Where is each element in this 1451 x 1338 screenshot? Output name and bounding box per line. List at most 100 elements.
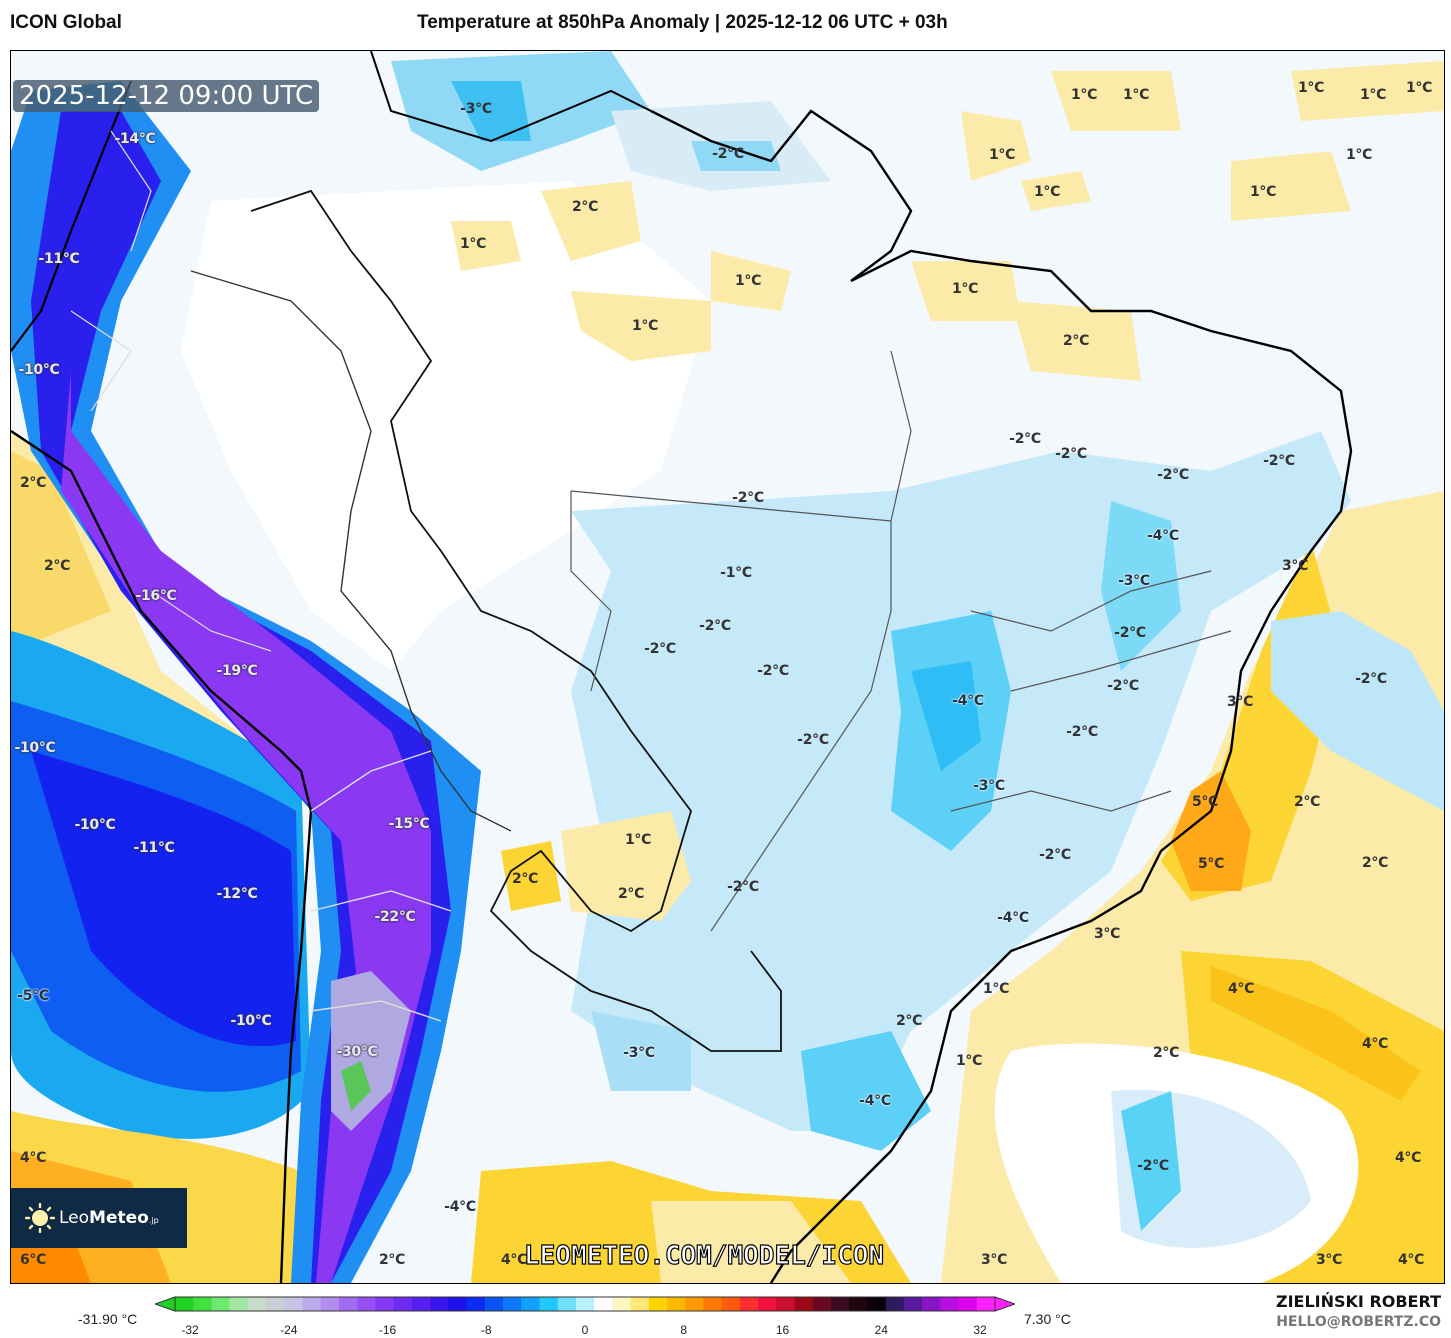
contour-label: -3°C	[973, 778, 1005, 794]
contour-label: -15°C	[388, 816, 430, 832]
contour-label: -1°C	[720, 565, 752, 581]
contour-label: 2°C	[19, 475, 47, 491]
contour-label: -2°C	[1039, 847, 1071, 863]
contour-label: 2°C	[43, 558, 71, 574]
colorbar-tick: -32	[181, 1323, 199, 1337]
contour-label: -2°C	[1107, 678, 1139, 694]
contour-label: 3°C	[1226, 694, 1254, 710]
valid-time-badge: 2025-12-12 09:00 UTC	[13, 80, 320, 112]
contour-label: -2°C	[757, 663, 789, 679]
contour-label: 2°C	[1361, 855, 1389, 871]
contour-label: -3°C	[1118, 573, 1150, 589]
contour-label: 1°C	[1070, 87, 1098, 103]
contour-label: 3°C	[1093, 926, 1121, 942]
contour-label: 2°C	[378, 1252, 406, 1268]
colorbar-tick: -8	[480, 1323, 492, 1337]
contour-label: -12°C	[216, 886, 258, 902]
contour-label: -2°C	[1263, 453, 1295, 469]
contour-label: -19°C	[216, 663, 258, 679]
contour-label: -2°C	[644, 641, 676, 657]
contour-label: -4°C	[444, 1199, 476, 1215]
contour-label: -10°C	[14, 740, 56, 756]
contour-label: 3°C	[1315, 1252, 1343, 1268]
contour-label: -2°C	[699, 618, 731, 634]
colorbar-tick: 32	[973, 1323, 987, 1337]
leometeo-logo: LeoMeteo.jp	[11, 1188, 187, 1248]
contour-label: -2°C	[1066, 724, 1098, 740]
contour-label: -16°C	[135, 588, 177, 604]
contour-label: -3°C	[460, 101, 492, 117]
contour-label: -10°C	[230, 1013, 272, 1029]
contour-label: -22°C	[374, 909, 416, 925]
contour-label: -2°C	[1355, 671, 1387, 687]
contour-label: 2°C	[617, 886, 645, 902]
contour-label: 1°C	[734, 273, 762, 289]
contour-label: 2°C	[511, 871, 539, 887]
contour-label: -4°C	[952, 693, 984, 709]
contour-label: -2°C	[1137, 1158, 1169, 1174]
author-email: HELLO@ROBERTZ.CO	[1276, 1314, 1441, 1330]
contour-label: -2°C	[797, 732, 829, 748]
contour-label: 2°C	[571, 199, 599, 215]
contour-label: -4°C	[1147, 528, 1179, 544]
contour-label: 1°C	[955, 1053, 983, 1069]
contour-label: -4°C	[859, 1093, 891, 1109]
contour-label: 2°C	[1293, 794, 1321, 810]
colorbar-tick: 8	[680, 1323, 688, 1337]
contour-label: -5°C	[17, 988, 49, 1004]
contour-label: 4°C	[1394, 1150, 1422, 1166]
contour-label: 1°C	[1297, 80, 1325, 96]
contour-label: 2°C	[1062, 333, 1090, 349]
contour-label: -2°C	[1055, 446, 1087, 462]
contour-label: 1°C	[459, 236, 487, 252]
contour-label: 4°C	[1227, 981, 1255, 997]
sun-icon	[24, 1202, 56, 1234]
contour-label: 1°C	[631, 318, 659, 334]
colorbar-tick: -24	[280, 1323, 298, 1337]
contour-label: 5°C	[1197, 856, 1225, 872]
contour-label: 1°C	[1122, 87, 1150, 103]
colorbar-max-label: 7.30 °C	[1024, 1311, 1071, 1327]
weather-map: -3°C -14°C -2°C 1°C 1°C 1°C 1°C 1°C 1°C 1°C 1°C 1°C…	[10, 50, 1445, 1284]
contour-label: 2°C	[1152, 1045, 1180, 1061]
contour-label: 1°C	[988, 147, 1016, 163]
model-name: ICON Global	[10, 12, 122, 33]
contour-label: 1°C	[982, 981, 1010, 997]
contour-label: -2°C	[712, 146, 744, 162]
contour-label: -2°C	[732, 490, 764, 506]
contour-label: -11°C	[133, 840, 175, 856]
contour-label: 4°C	[1397, 1252, 1425, 1268]
colorbar-gradient	[153, 1296, 1017, 1312]
contour-label: 4°C	[19, 1150, 47, 1166]
colorbar-tick: -16	[378, 1323, 397, 1337]
contour-label: 5°C	[1191, 794, 1219, 810]
contour-label: -14°C	[114, 131, 156, 147]
chart-title: Temperature at 850hPa Anomaly | 2025-12-…	[417, 12, 948, 33]
contour-label: 1°C	[624, 832, 652, 848]
contour-label: -2°C	[1009, 431, 1041, 447]
contour-label: 1°C	[1345, 147, 1373, 163]
contour-label: -3°C	[623, 1045, 655, 1061]
contour-label: 3°C	[1281, 558, 1309, 574]
author-name: ZIELIŃSKI ROBERT	[1275, 1292, 1441, 1311]
contour-label: -2°C	[727, 879, 759, 895]
contour-label: 1°C	[1249, 184, 1277, 200]
contour-label: -10°C	[18, 362, 60, 378]
contour-label: 6°C	[19, 1252, 47, 1268]
contour-label: 2°C	[895, 1013, 923, 1029]
contour-label: -10°C	[74, 817, 116, 833]
contour-label: 4°C	[1361, 1036, 1389, 1052]
contour-label: 4°C	[500, 1252, 528, 1268]
contour-label: 1°C	[1405, 80, 1433, 96]
contour-label: -2°C	[1114, 625, 1146, 641]
colorbar	[153, 1294, 1017, 1334]
contour-label: 1°C	[951, 281, 979, 297]
contour-label: 1°C	[1359, 87, 1387, 103]
contour-label: -4°C	[997, 910, 1029, 926]
colorbar-min-label: -31.90 °C	[78, 1311, 138, 1327]
contour-label: 3°C	[980, 1252, 1008, 1268]
colorbar-tick: 16	[775, 1323, 790, 1337]
contour-label: -11°C	[38, 251, 80, 267]
contour-label: -2°C	[1157, 467, 1189, 483]
colorbar-tick: 24	[874, 1323, 888, 1337]
